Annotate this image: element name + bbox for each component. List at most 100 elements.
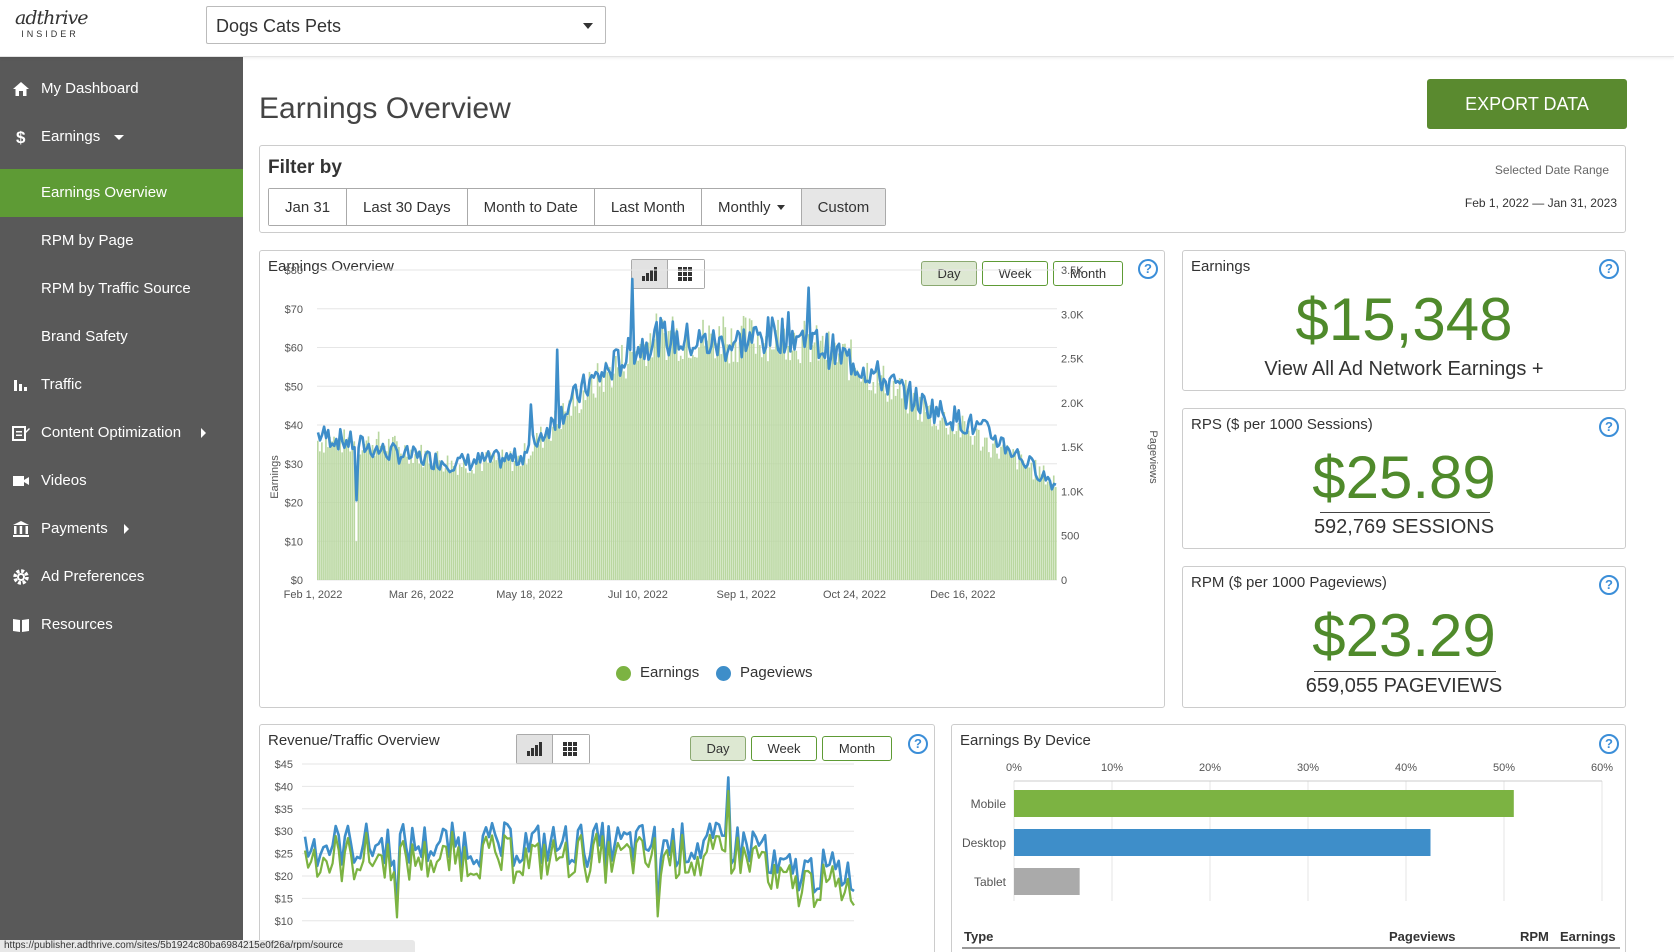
earnings-bar: [977, 429, 980, 580]
y2-axis-label: Pageviews: [1147, 430, 1159, 484]
earnings-bar: [469, 472, 471, 580]
earnings-bar: [748, 318, 751, 580]
earnings-bar: [823, 355, 826, 580]
filter-monthly-dropdown[interactable]: Monthly: [702, 189, 802, 225]
earnings-bar: [564, 411, 566, 580]
sidebar-item-payments[interactable]: Payments: [0, 505, 243, 553]
earnings-bar: [783, 328, 785, 580]
earnings-bar: [375, 438, 378, 580]
earnings-bar: [710, 333, 712, 580]
earnings-bar: [513, 460, 516, 580]
earnings-bar: [704, 345, 706, 580]
adthrive-logo[interactable]: adthrive INSIDER: [15, 7, 89, 44]
help-icon[interactable]: ?: [908, 734, 928, 754]
earnings-bar: [785, 359, 787, 580]
earnings-bar: [383, 445, 386, 580]
site-select[interactable]: Dogs Cats Pets: [206, 6, 606, 44]
earnings-chart-card: Earnings Overview Day Week Month ? $0 $10…: [259, 250, 1165, 708]
chevron-right-icon: [201, 428, 206, 438]
view-all-ad-network-earnings-link[interactable]: View All Ad Network Earnings +: [1264, 358, 1544, 380]
earnings-bar: [560, 429, 562, 580]
device-category-label: Mobile: [971, 797, 1007, 811]
earnings-bar: [355, 541, 358, 580]
earnings-bar: [781, 324, 783, 580]
chart-view-button[interactable]: [632, 260, 668, 288]
earnings-bar: [1042, 465, 1045, 580]
y-tick-label: $0: [291, 575, 303, 587]
table-header-pageviews[interactable]: Pageviews: [1389, 929, 1456, 944]
legend-pageviews[interactable]: Pageviews: [740, 664, 813, 681]
earnings-bar: [665, 359, 668, 580]
table-view-button[interactable]: [668, 260, 704, 288]
earnings-bar: [675, 328, 678, 580]
earnings-bar: [876, 364, 879, 580]
earnings-bar: [647, 342, 650, 580]
earnings-bar: [961, 415, 964, 580]
sidebar-item-brand-safety[interactable]: Brand Safety: [0, 313, 243, 361]
filter-last-30-days-button[interactable]: Last 30 Days: [347, 189, 468, 225]
legend-earnings[interactable]: Earnings: [640, 664, 700, 681]
earnings-bar: [1026, 465, 1029, 580]
help-icon[interactable]: ?: [1138, 259, 1158, 279]
help-icon[interactable]: ?: [1599, 259, 1619, 279]
table-header-type[interactable]: Type: [964, 929, 994, 944]
earnings-bar: [584, 400, 587, 580]
period-week-button[interactable]: Week: [751, 736, 817, 761]
logo-text: adthrive: [15, 7, 89, 29]
table-header-rpm[interactable]: RPM: [1520, 929, 1549, 944]
sidebar-item-rpm-by-page[interactable]: RPM by Page: [0, 217, 243, 265]
earnings-bar: [412, 462, 414, 580]
earnings-bar: [1030, 462, 1033, 580]
sidebar-item-earnings-overview[interactable]: Earnings Overview: [0, 169, 243, 217]
earnings-bar: [945, 428, 948, 580]
period-day-button[interactable]: Day: [690, 736, 746, 761]
y-tick-label: $20: [285, 498, 303, 510]
earnings-bar: [434, 457, 437, 580]
earnings-bar: [529, 455, 532, 580]
filter-last-month-button[interactable]: Last Month: [594, 189, 703, 225]
earnings-bar: [416, 451, 418, 580]
period-day-button[interactable]: Day: [921, 261, 977, 286]
earnings-bar: [641, 341, 644, 580]
export-data-button[interactable]: EXPORT DATA: [1427, 79, 1627, 129]
period-month-button[interactable]: Month: [1053, 261, 1123, 286]
earnings-bar: [357, 446, 360, 580]
table-header-earnings[interactable]: Earnings: [1560, 929, 1616, 944]
earnings-bar: [848, 380, 850, 580]
earnings-bar: [487, 462, 489, 580]
chart-view-button[interactable]: [517, 735, 553, 763]
sidebar-item-traffic[interactable]: Traffic: [0, 361, 243, 409]
sidebar-item-my-dashboard[interactable]: My Dashboard: [0, 65, 243, 113]
grid-icon: [563, 742, 578, 756]
help-icon[interactable]: ?: [1599, 417, 1619, 437]
earnings-bar: [902, 387, 905, 580]
table-view-button[interactable]: [553, 735, 589, 763]
earnings-bars: [317, 313, 1057, 580]
sidebar-item-earnings[interactable]: $ Earnings: [0, 113, 243, 161]
y2-tick-label: 3.5K: [1061, 265, 1084, 277]
sidebar-item-ad-preferences[interactable]: Ad Preferences: [0, 553, 243, 601]
sidebar-item-label: Resources: [41, 616, 113, 633]
help-icon[interactable]: ?: [1599, 575, 1619, 595]
earnings-bar: [726, 344, 729, 580]
chevron-down-icon: [583, 23, 593, 29]
sidebar-item-resources[interactable]: Resources: [0, 601, 243, 649]
earnings-bar: [967, 430, 970, 580]
earnings-bar: [984, 437, 986, 580]
selected-range-value[interactable]: Feb 1, 2022 — Jan 31, 2023: [1464, 196, 1617, 210]
period-month-button[interactable]: Month: [822, 736, 892, 761]
filter-month-to-date-button[interactable]: Month to Date: [467, 189, 595, 225]
earnings-bar: [935, 425, 937, 580]
x-tick-label: May 18, 2022: [496, 589, 563, 601]
earnings-bar: [706, 340, 708, 580]
earnings-bar: [868, 390, 871, 580]
filter-custom-button[interactable]: Custom: [801, 189, 886, 225]
earnings-bar: [870, 390, 873, 580]
sidebar-item-content-optimization[interactable]: Content Optimization: [0, 409, 243, 457]
sidebar-item-videos[interactable]: Videos: [0, 457, 243, 505]
filter-jan-31-button[interactable]: Jan 31: [269, 189, 348, 225]
earnings-bar: [724, 327, 727, 580]
device-chart: 0% 10% 20% 30% 40% 50% 60% Mobile Desktop Tablet: [962, 762, 1613, 901]
help-icon[interactable]: ?: [1599, 734, 1619, 754]
sidebar-item-rpm-by-traffic-source[interactable]: RPM by Traffic Source: [0, 265, 243, 313]
